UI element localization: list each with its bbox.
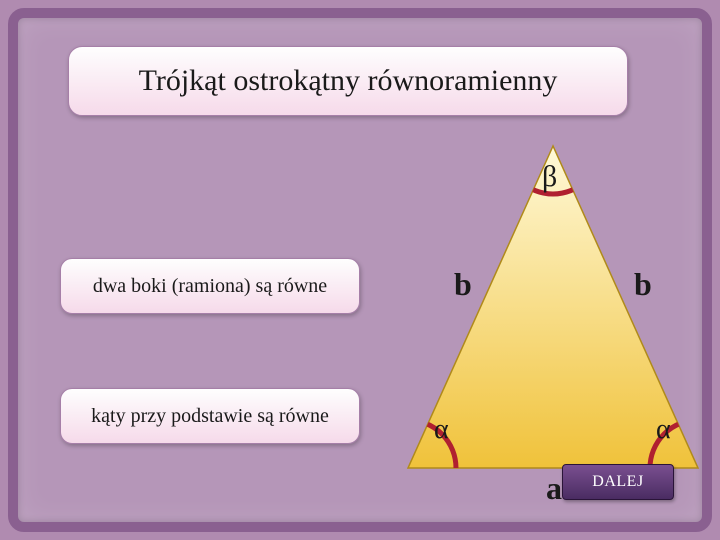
triangle-diagram: β b b α α a (398, 138, 708, 488)
label-alpha-right: α (656, 414, 671, 446)
next-button[interactable]: DALEJ (562, 464, 674, 500)
label-beta: β (542, 160, 557, 194)
info-text-angles: kąty przy podstawie są równe (91, 405, 329, 428)
info-card-sides: dwa boki (ramiona) są równe (60, 258, 360, 314)
label-base-a: a (546, 470, 562, 507)
title-text: Trójkąt ostrokątny równoramienny (139, 64, 558, 98)
info-text-sides: dwa boki (ramiona) są równe (93, 275, 327, 298)
slide-frame: Trójkąt ostrokątny równoramienny dwa bok… (8, 8, 712, 532)
label-alpha-left: α (434, 414, 449, 446)
label-b-left: b (454, 266, 472, 303)
label-b-right: b (634, 266, 652, 303)
title-card: Trójkąt ostrokątny równoramienny (68, 46, 628, 116)
info-card-angles: kąty przy podstawie są równe (60, 388, 360, 444)
next-button-label: DALEJ (592, 473, 643, 491)
